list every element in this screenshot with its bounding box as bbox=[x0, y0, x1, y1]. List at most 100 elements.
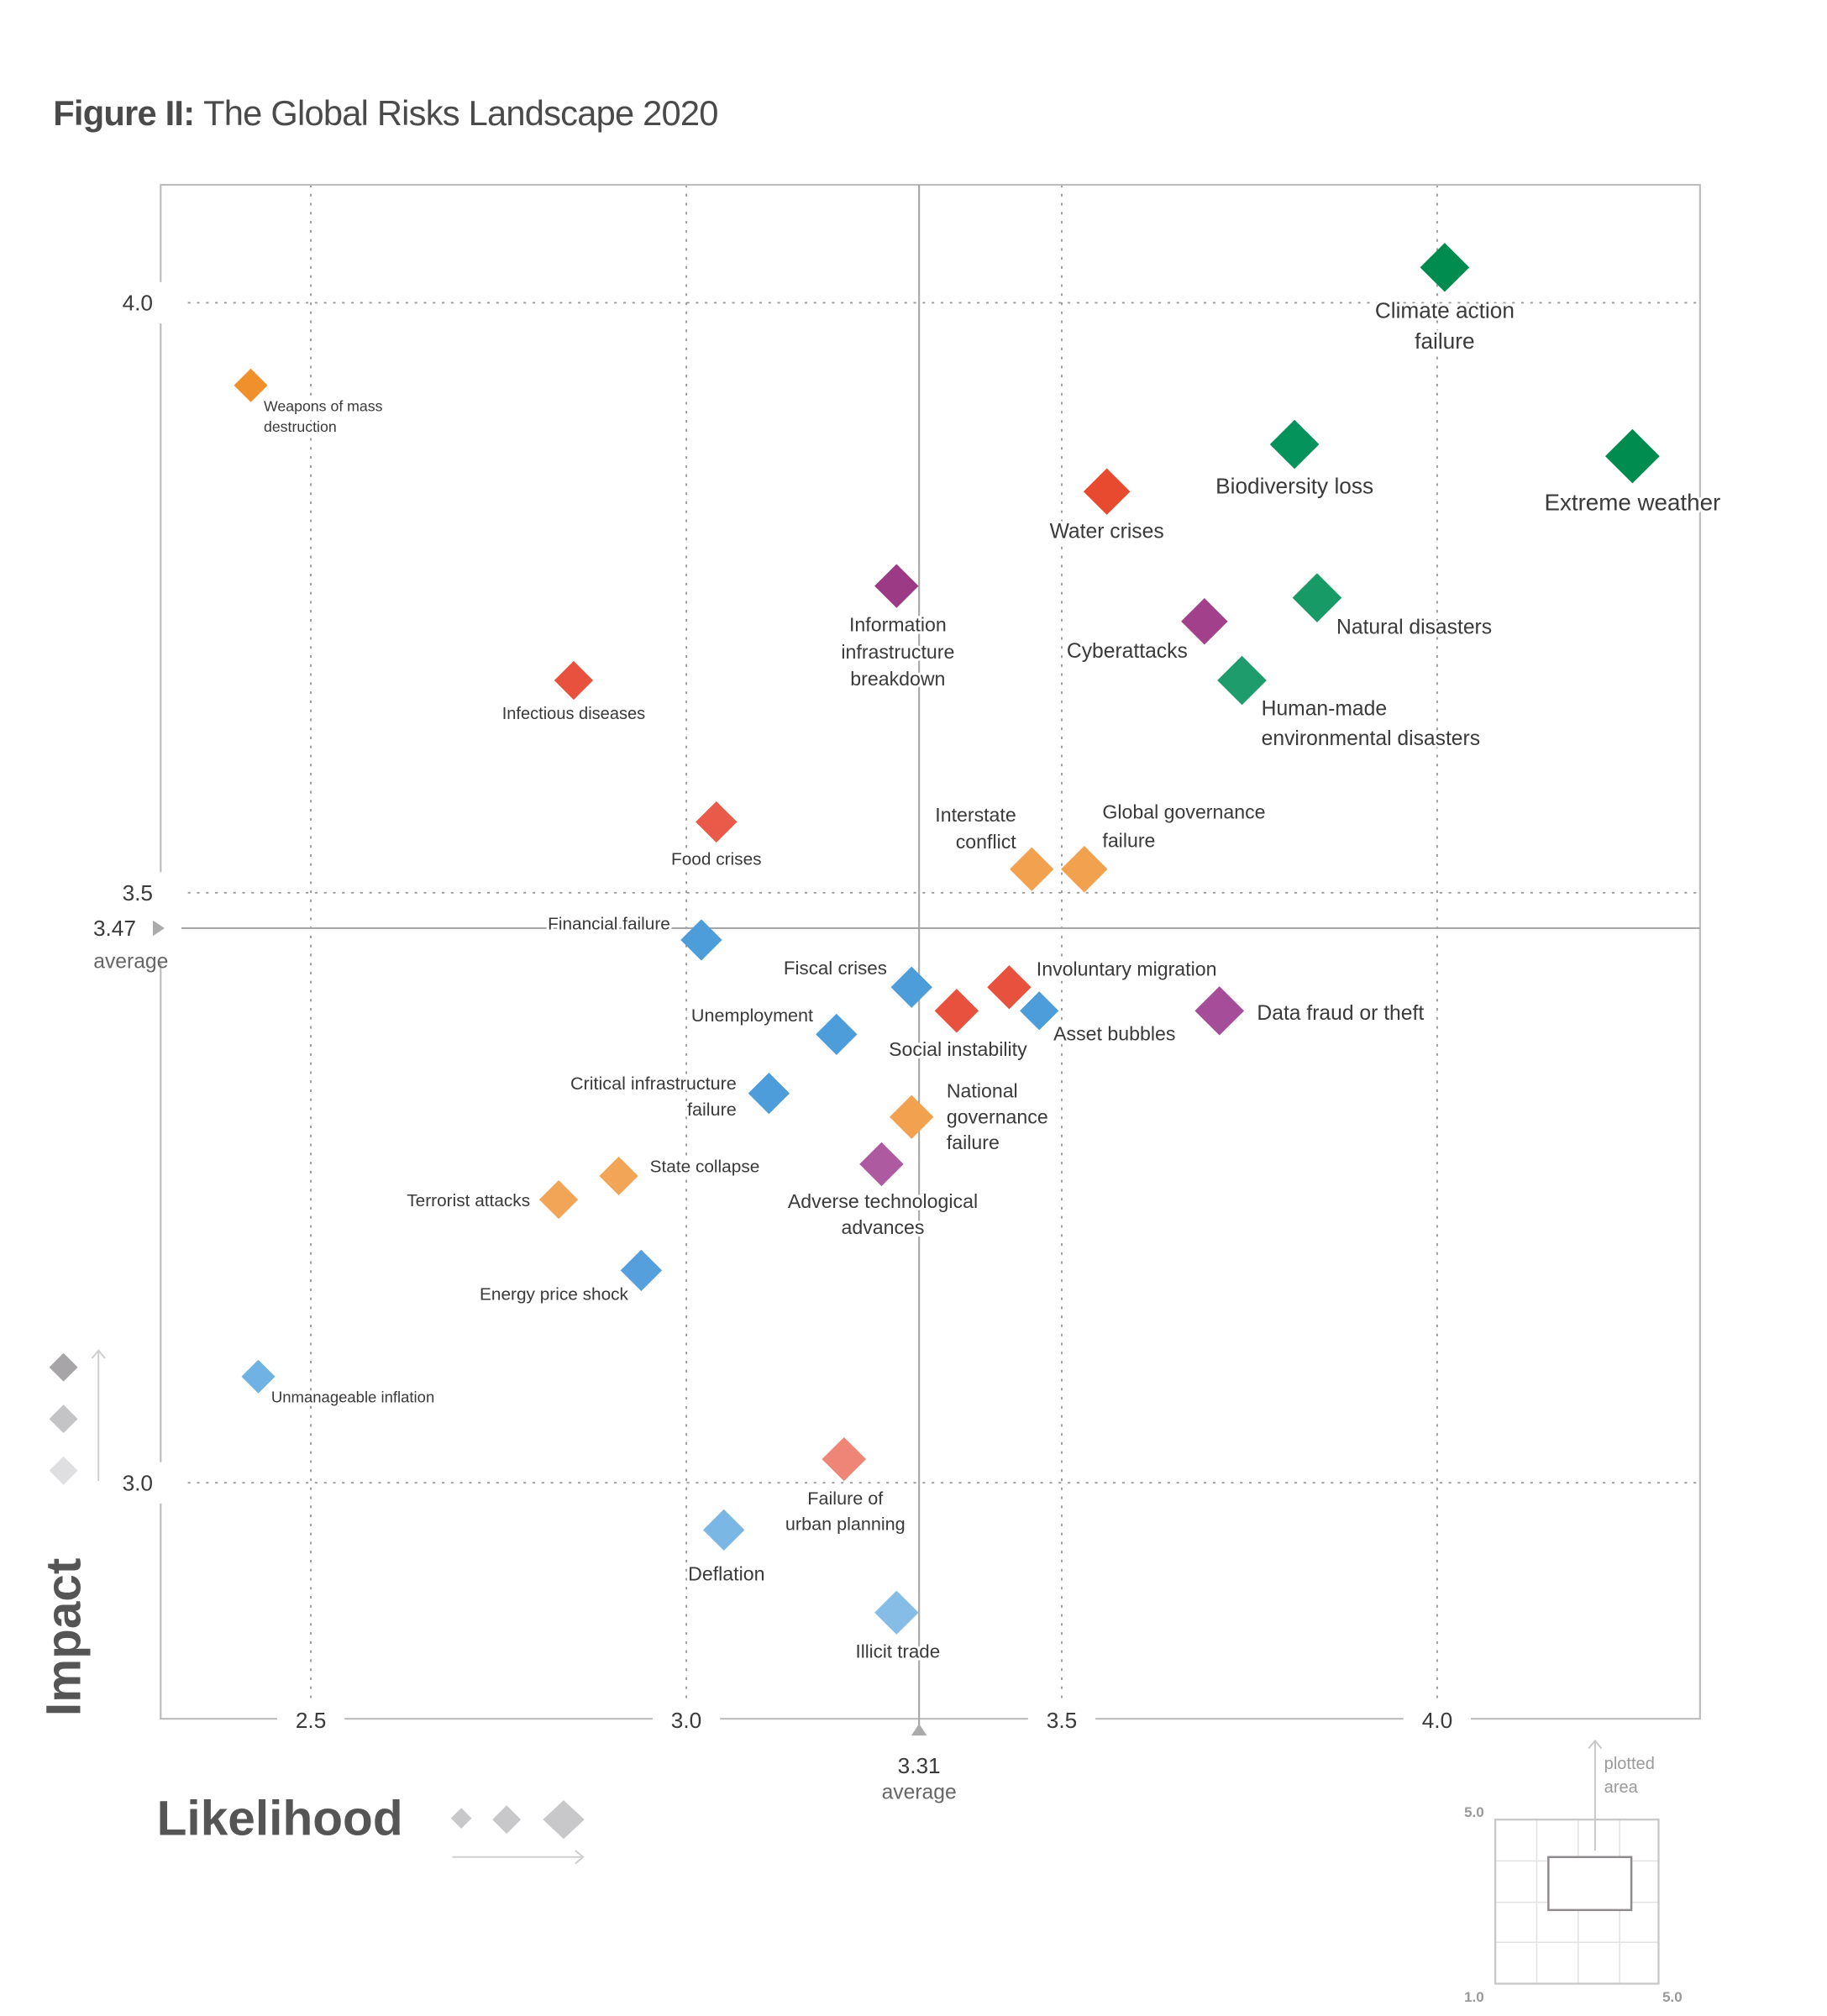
risk-point-information-infrastructure-breakdown: Information infrastructure breakdown bbox=[838, 564, 957, 692]
data-point-label: Deflation bbox=[688, 1562, 764, 1584]
data-point-diamond bbox=[696, 801, 738, 843]
data-point-diamond bbox=[1020, 991, 1059, 1031]
x-tick-bg bbox=[276, 1703, 345, 1737]
data-point-label: Weapons of mass bbox=[264, 398, 383, 415]
risk-points: Climate action failure Extreme weather Biod… bbox=[234, 243, 1723, 1665]
grid-lines bbox=[160, 185, 1700, 1719]
data-point-diamond bbox=[680, 919, 722, 961]
data-point-diamond bbox=[234, 368, 268, 402]
chart-title: Figure II: The Global Risks Landscape 20… bbox=[53, 93, 717, 133]
risk-point-cyberattacks: Cyberattacks bbox=[1064, 598, 1228, 665]
x-tick-bg bbox=[652, 1703, 721, 1737]
risk-point-water-crises: Water crises bbox=[1047, 468, 1167, 546]
inset-y-max: 5.0 bbox=[1464, 1804, 1484, 1820]
risk-point-critical-infrastructure-failure: Critical infrastructure failure bbox=[568, 1070, 790, 1122]
data-point-diamond bbox=[538, 1179, 579, 1220]
data-point-label: State collapse bbox=[650, 1157, 760, 1176]
data-point-label: Interstate bbox=[935, 804, 1016, 826]
data-point-diamond bbox=[822, 1436, 866, 1482]
data-point-label: Asset bubbles bbox=[1053, 1023, 1175, 1045]
inset-arrow-icon bbox=[1588, 1739, 1603, 1851]
risk-point-fiscal-crises: Fiscal crises bbox=[781, 955, 932, 1008]
data-point-diamond bbox=[1420, 243, 1470, 292]
risk-point-unemployment: Unemployment bbox=[689, 1002, 858, 1056]
title-text: The Global Risks Landscape 2020 bbox=[203, 93, 718, 133]
inset-x-min: 1.0 bbox=[1464, 1989, 1484, 2005]
data-point-label: Unemployment bbox=[691, 1005, 813, 1026]
y-tick-bg bbox=[113, 1462, 181, 1504]
y-tick-bg bbox=[113, 281, 181, 324]
data-point-diamond bbox=[1269, 419, 1320, 470]
data-point-diamond bbox=[241, 1359, 276, 1394]
data-point-diamond bbox=[1604, 428, 1660, 484]
risk-point-human-made-environmental-disasters: Human-made environmental disasters bbox=[1217, 655, 1483, 753]
y-average-marker-icon bbox=[153, 920, 165, 937]
y-average-caption: average bbox=[93, 951, 168, 974]
x-average-caption: average bbox=[882, 1782, 957, 1804]
likelihood-arrow-icon bbox=[452, 1850, 585, 1865]
x-average-value: 3.31 bbox=[898, 1753, 941, 1778]
data-point-label: Adverse technological bbox=[788, 1190, 978, 1212]
data-point-diamond bbox=[703, 1509, 745, 1551]
data-point-label: Financial failure bbox=[548, 915, 670, 934]
data-point-label: urban planning bbox=[785, 1514, 906, 1535]
data-point-diamond bbox=[859, 1142, 904, 1187]
data-point-diamond bbox=[987, 965, 1032, 1010]
x-tick-bg bbox=[1027, 1703, 1096, 1737]
data-point-label: Global governance bbox=[1102, 801, 1265, 823]
risk-point-adverse-technological-advances: Adverse technological advances bbox=[785, 1142, 980, 1241]
title-prefix: Figure II: bbox=[53, 93, 194, 133]
x-tick-label: 3.5 bbox=[1047, 1708, 1077, 1733]
inset-caption-line1: plotted bbox=[1604, 1755, 1655, 1773]
y-average-value: 3.47 bbox=[93, 916, 136, 941]
data-point-label: breakdown bbox=[850, 668, 945, 690]
data-point-label: failure bbox=[1415, 328, 1474, 354]
risk-point-weapons-of-mass-destruction: Weapons of mass destruction bbox=[234, 368, 386, 438]
data-point-label: Infectious diseases bbox=[502, 705, 645, 723]
data-point-diamond bbox=[874, 564, 919, 608]
data-point-label: Involuntary migration bbox=[1037, 958, 1217, 979]
x-tick-bg bbox=[1403, 1703, 1472, 1737]
impact-legend-diamond-high bbox=[49, 1352, 78, 1382]
data-point-label: Human-made bbox=[1262, 698, 1387, 721]
x-tick-label: 4.0 bbox=[1422, 1708, 1452, 1733]
risk-point-failure-of-urban-planning: Failure of urban planning bbox=[783, 1436, 908, 1537]
risk-point-infectious-diseases: Infectious diseases bbox=[500, 660, 648, 726]
data-point-label: failure bbox=[1102, 830, 1155, 852]
plot-frame bbox=[160, 183, 1701, 1720]
y-axis-label: Impact bbox=[37, 1558, 92, 1716]
data-point-label: Fiscal crises bbox=[784, 958, 887, 979]
data-point-label: failure bbox=[687, 1099, 737, 1120]
x-axis-label: Likelihood bbox=[157, 1792, 403, 1846]
data-point-diamond bbox=[1292, 573, 1342, 622]
data-point-label: Water crises bbox=[1050, 521, 1164, 543]
risk-point-deflation: Deflation bbox=[685, 1509, 768, 1587]
y-tick-bg bbox=[113, 872, 181, 914]
x-tick-label: 2.5 bbox=[296, 1708, 326, 1733]
data-point-label: failure bbox=[947, 1131, 1000, 1153]
data-point-label: Cyberattacks bbox=[1067, 640, 1188, 663]
data-point-label: Social instability bbox=[889, 1038, 1027, 1060]
data-point-diamond bbox=[1010, 847, 1054, 891]
risk-point-natural-disasters: Natural disasters bbox=[1292, 573, 1494, 642]
data-point-diamond bbox=[934, 989, 979, 1033]
risk-point-climate-action-failure: Climate action failure bbox=[1373, 243, 1517, 356]
data-point-label: environmental disasters bbox=[1262, 727, 1480, 750]
data-point-diamond bbox=[748, 1073, 790, 1115]
risk-point-asset-bubbles: Asset bubbles bbox=[1020, 991, 1178, 1047]
data-point-diamond bbox=[1083, 468, 1131, 515]
data-point-diamond bbox=[1061, 846, 1108, 893]
risk-point-data-fraud-or-theft: Data fraud or theft bbox=[1194, 986, 1426, 1036]
data-point-label: destruction bbox=[264, 418, 337, 435]
inset-x-max: 5.0 bbox=[1662, 1989, 1683, 2005]
data-point-label: Terrorist attacks bbox=[407, 1191, 530, 1210]
data-point-label: Climate action bbox=[1375, 297, 1515, 323]
plotted-area-inset: plotted area 5.0 1.0 5.0 bbox=[1464, 1739, 1683, 2005]
data-point-label: Natural disasters bbox=[1336, 617, 1492, 639]
risk-point-global-governance-failure: Global governance failure bbox=[1061, 799, 1268, 893]
data-point-diamond bbox=[816, 1013, 858, 1056]
data-point-label: infrastructure bbox=[841, 641, 954, 663]
y-tick-label: 3.5 bbox=[123, 880, 153, 906]
data-point-diamond bbox=[1217, 655, 1267, 706]
